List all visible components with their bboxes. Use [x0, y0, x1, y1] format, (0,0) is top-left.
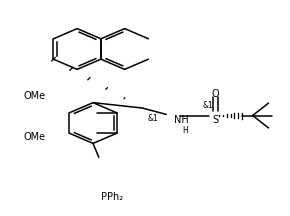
Text: &1: &1	[203, 101, 213, 110]
Text: NH: NH	[174, 115, 188, 125]
Text: S: S	[213, 115, 219, 125]
Text: H: H	[182, 126, 188, 135]
Text: PPh₂: PPh₂	[101, 192, 123, 202]
Text: OMe: OMe	[23, 132, 46, 142]
Text: O: O	[212, 89, 220, 99]
Text: OMe: OMe	[23, 91, 46, 101]
Text: &1: &1	[148, 114, 159, 123]
